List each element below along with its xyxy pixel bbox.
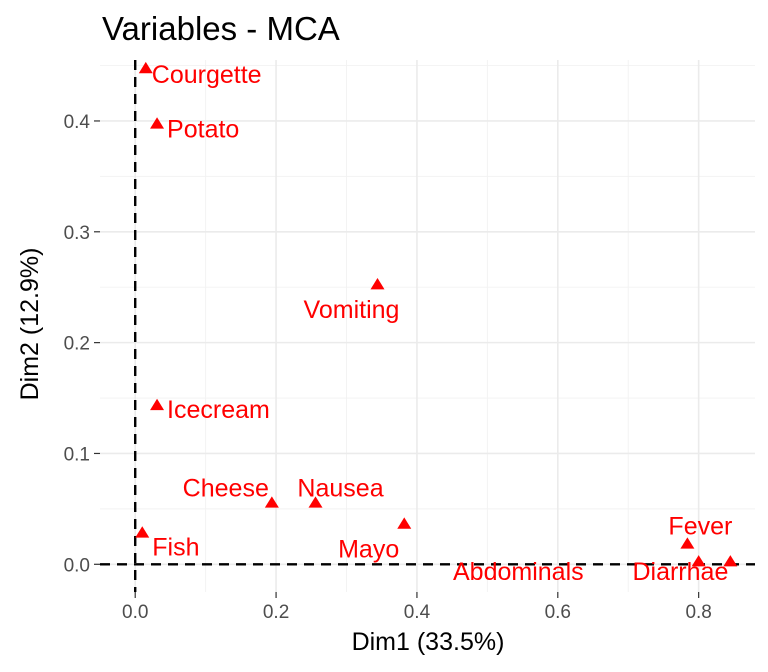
point-marker-fever bbox=[680, 537, 695, 549]
x-axis-title: Dim1 (33.5%) bbox=[352, 628, 505, 656]
x-tick-label: 0.0 bbox=[122, 602, 148, 623]
point-marker-courgette bbox=[138, 61, 153, 74]
y-tick-label: 0.0 bbox=[64, 555, 90, 576]
x-tick-label: 0.4 bbox=[404, 602, 431, 623]
point-marker-vomiting bbox=[370, 277, 385, 290]
point-marker-fish bbox=[135, 526, 150, 538]
point-label-potato: Potato bbox=[167, 115, 239, 143]
point-marker-cheese bbox=[264, 496, 279, 508]
point-label-fever: Fever bbox=[668, 512, 732, 540]
point-label-icecream: Icecream bbox=[167, 396, 270, 424]
point-label-vomiting: Vomiting bbox=[304, 296, 400, 324]
point-label-fish: Fish bbox=[152, 533, 199, 561]
data-points: Courgette Potato Vomiting Icecream Cheese Nau… bbox=[135, 61, 738, 586]
chart-title: Variables - MCA bbox=[102, 10, 340, 47]
point-label-cheese: Cheese bbox=[183, 474, 269, 502]
y-axis-title: Dim2 (12.9%) bbox=[16, 248, 44, 401]
point-label-diarrhae: Diarrhae bbox=[632, 558, 728, 586]
point-label-abdominals: Abdominals bbox=[453, 558, 584, 586]
point-marker-icecream bbox=[150, 398, 165, 411]
point-marker-nausea bbox=[308, 496, 323, 508]
y-tick-label: 0.4 bbox=[64, 112, 91, 133]
x-tick-label: 0.2 bbox=[263, 602, 289, 623]
point-label-courgette: Courgette bbox=[152, 61, 262, 89]
point-marker-mayo bbox=[397, 517, 412, 529]
grid-lines bbox=[100, 60, 755, 592]
reference-lines bbox=[100, 60, 755, 592]
x-tick-label: 0.8 bbox=[685, 602, 711, 623]
x-tick-label: 0.6 bbox=[545, 602, 571, 623]
point-label-mayo: Mayo bbox=[338, 535, 399, 563]
y-tick-label: 0.1 bbox=[64, 444, 90, 465]
axis-ticks: 0.0 0.2 0.4 0.6 0.8 0.0 0.1 0.2 0.3 0.4 bbox=[64, 112, 712, 623]
y-tick-label: 0.3 bbox=[64, 223, 90, 244]
point-marker-potato bbox=[150, 117, 165, 129]
point-label-nausea: Nausea bbox=[297, 474, 383, 502]
point-marker-abdominals bbox=[691, 555, 706, 567]
point-marker-diarrhae bbox=[723, 555, 738, 567]
y-tick-label: 0.2 bbox=[64, 334, 90, 355]
